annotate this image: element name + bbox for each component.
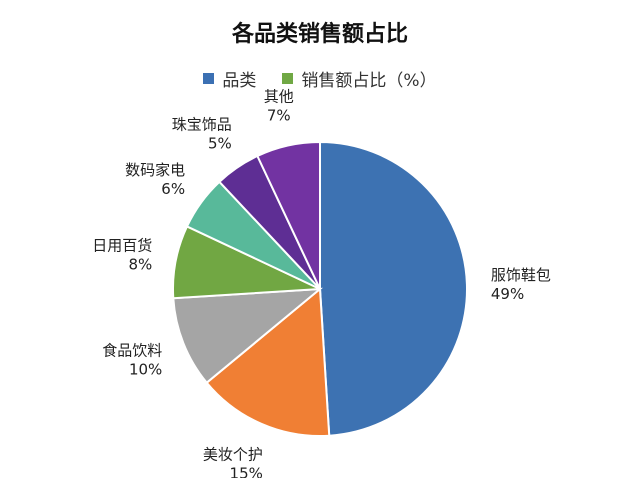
chart-title: 各品类销售额占比 [231, 22, 408, 47]
slice-value-label-6: 7% [267, 107, 291, 125]
slice-value-label-4: 6% [161, 180, 185, 198]
pie-slice-2 [172, 287, 324, 385]
pie-slice-1 [205, 286, 331, 437]
pie-slices [172, 140, 468, 437]
legend-label-category: 品类 [222, 71, 257, 91]
legend-item-category: 品类 [203, 66, 256, 91]
slice-category-label-3: 日用百货 [92, 237, 152, 255]
legend-item-share: 销售额占比（%） [282, 66, 437, 91]
chart-legend: 品类 销售额占比（%） [0, 66, 640, 91]
slice-category-label-6: 其他 [264, 88, 294, 106]
slice-value-label-0: 49% [491, 285, 524, 303]
slice-value-label-2: 10% [129, 361, 162, 379]
legend-swatch-share [282, 73, 294, 84]
slice-value-label-1: 15% [230, 465, 263, 478]
legend-swatch-category [203, 73, 215, 84]
slice-category-label-5: 珠宝饰品 [172, 116, 232, 134]
slice-value-label-3: 8% [129, 256, 153, 274]
pie-slice-6 [256, 140, 321, 290]
slice-category-label-2: 食品饮料 [102, 342, 162, 360]
slice-category-label-0: 服饰鞋包 [491, 266, 551, 284]
slice-category-label-1: 美妆个护 [203, 446, 263, 464]
slice-category-label-4: 数码家电 [125, 161, 185, 179]
legend-label-share: 销售额占比（%） [301, 71, 437, 91]
slice-value-label-5: 5% [208, 135, 232, 153]
pie-slice-0 [319, 140, 468, 437]
